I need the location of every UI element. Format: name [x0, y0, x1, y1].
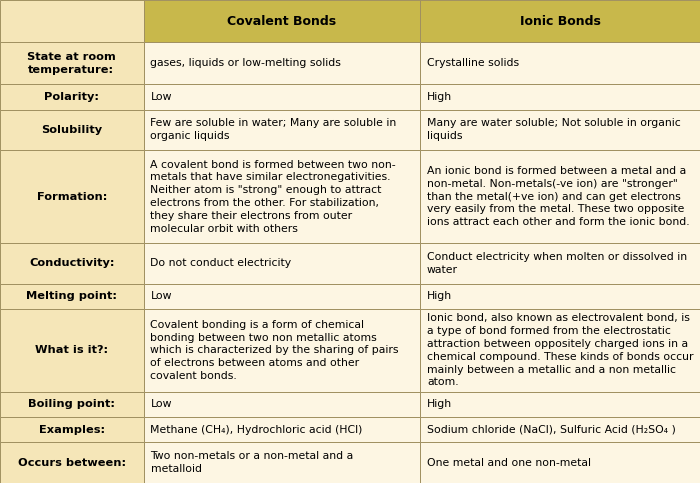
- Bar: [420, 417, 700, 442]
- Bar: [144, 284, 420, 309]
- Bar: [144, 42, 420, 84]
- Bar: [144, 243, 420, 284]
- Text: High: High: [427, 92, 452, 102]
- Bar: [0, 243, 144, 284]
- Text: What is it?:: What is it?:: [35, 345, 108, 355]
- Text: Crystalline solids: Crystalline solids: [427, 58, 519, 68]
- Bar: [420, 42, 700, 84]
- Text: Ionic bond, also known as electrovalent bond, is
a type of bond formed from the : Ionic bond, also known as electrovalent …: [427, 313, 694, 387]
- Text: Do not conduct electricity: Do not conduct electricity: [150, 258, 292, 268]
- Text: Low: Low: [150, 291, 172, 301]
- Bar: [144, 84, 420, 110]
- Text: Boiling point:: Boiling point:: [28, 399, 116, 410]
- Bar: [144, 110, 420, 150]
- Text: A covalent bond is formed between two non-
metals that have similar electronegat: A covalent bond is formed between two no…: [150, 159, 396, 234]
- Bar: [144, 0, 420, 42]
- Bar: [0, 42, 144, 84]
- Text: Conduct electricity when molten or dissolved in
water: Conduct electricity when molten or disso…: [427, 252, 687, 275]
- Bar: [0, 150, 144, 243]
- Text: Ionic Bonds: Ionic Bonds: [519, 14, 601, 28]
- Bar: [0, 309, 144, 392]
- Bar: [144, 392, 420, 417]
- Bar: [0, 110, 144, 150]
- Text: Occurs between:: Occurs between:: [18, 457, 126, 468]
- Text: Two non-metals or a non-metal and a
metalloid: Two non-metals or a non-metal and a meta…: [150, 451, 354, 474]
- Text: Solubility: Solubility: [41, 125, 102, 135]
- Bar: [420, 110, 700, 150]
- Bar: [0, 0, 144, 42]
- Bar: [144, 150, 420, 243]
- Text: Low: Low: [150, 399, 172, 410]
- Text: High: High: [427, 399, 452, 410]
- Text: Melting point:: Melting point:: [27, 291, 118, 301]
- Text: Covalent bonding is a form of chemical
bonding between two non metallic atoms
wh: Covalent bonding is a form of chemical b…: [150, 320, 399, 381]
- Bar: [420, 84, 700, 110]
- Bar: [0, 84, 144, 110]
- Text: Sodium chloride (NaCl), Sulfuric Acid (H₂SO₄ ): Sodium chloride (NaCl), Sulfuric Acid (H…: [427, 425, 676, 435]
- Bar: [420, 442, 700, 483]
- Bar: [420, 0, 700, 42]
- Text: Low: Low: [150, 92, 172, 102]
- Text: Covalent Bonds: Covalent Bonds: [228, 14, 336, 28]
- Text: Conductivity:: Conductivity:: [29, 258, 115, 268]
- Text: Many are water soluble; Not soluble in organic
liquids: Many are water soluble; Not soluble in o…: [427, 118, 680, 141]
- Text: Polarity:: Polarity:: [44, 92, 99, 102]
- Text: An ionic bond is formed between a metal and a
non-metal. Non-metals(-ve ion) are: An ionic bond is formed between a metal …: [427, 166, 690, 227]
- Text: Few are soluble in water; Many are soluble in
organic liquids: Few are soluble in water; Many are solub…: [150, 118, 397, 141]
- Bar: [0, 392, 144, 417]
- Bar: [0, 284, 144, 309]
- Bar: [0, 442, 144, 483]
- Bar: [420, 309, 700, 392]
- Bar: [144, 417, 420, 442]
- Text: One metal and one non-metal: One metal and one non-metal: [427, 457, 591, 468]
- Text: Formation:: Formation:: [36, 192, 107, 201]
- Bar: [144, 442, 420, 483]
- Text: Methane (CH₄), Hydrochloric acid (HCl): Methane (CH₄), Hydrochloric acid (HCl): [150, 425, 363, 435]
- Text: gases, liquids or low-melting solids: gases, liquids or low-melting solids: [150, 58, 342, 68]
- Text: Examples:: Examples:: [38, 425, 105, 435]
- Bar: [144, 309, 420, 392]
- Bar: [420, 392, 700, 417]
- Bar: [0, 417, 144, 442]
- Bar: [420, 150, 700, 243]
- Text: State at room
temperature:: State at room temperature:: [27, 52, 116, 74]
- Bar: [420, 284, 700, 309]
- Text: High: High: [427, 291, 452, 301]
- Bar: [420, 243, 700, 284]
